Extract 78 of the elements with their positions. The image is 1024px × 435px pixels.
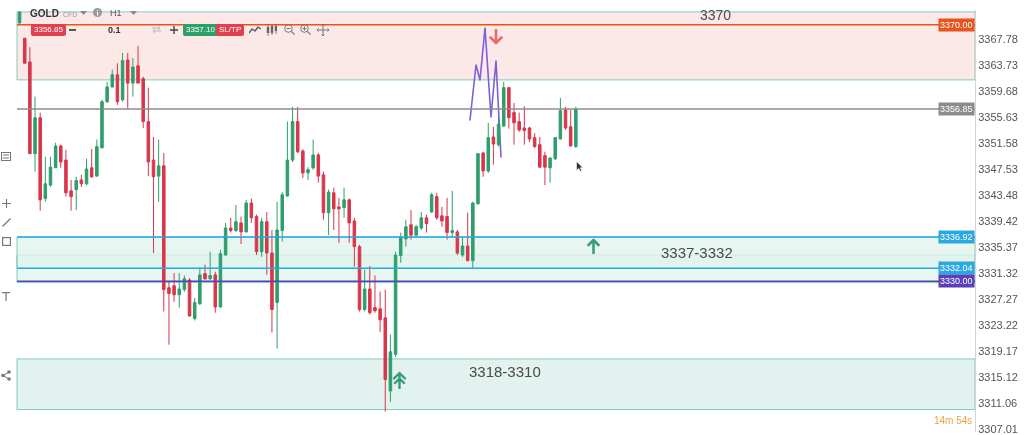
- candlestick: [316, 152, 321, 184]
- candlestick: [33, 96, 37, 173]
- candlestick: [409, 209, 413, 241]
- candlestick: [234, 204, 238, 233]
- annotation: SL/TP: [216, 24, 245, 36]
- candlestick: [208, 251, 212, 281]
- candlestick: [213, 271, 218, 314]
- candlestick: [89, 148, 94, 179]
- candlestick: [486, 122, 491, 174]
- y-tick-label: 3355.63: [978, 110, 1018, 123]
- candlestick: [342, 187, 346, 219]
- candlestick: [574, 106, 578, 149]
- y-tick-label: 3347.53: [978, 162, 1018, 175]
- candlestick: [501, 81, 506, 128]
- candlestick: [491, 126, 496, 166]
- candlestick: [450, 190, 454, 238]
- y-tick-label: 3323.22: [978, 318, 1018, 331]
- candlestick: [290, 106, 295, 163]
- candlestick: [455, 229, 460, 256]
- candlestick: [311, 139, 315, 171]
- candlestick: [84, 158, 89, 186]
- annotation: 0.1: [108, 25, 121, 35]
- candlestick: [249, 198, 254, 224]
- candlestick: [460, 236, 465, 258]
- candlestick: [48, 156, 53, 188]
- y-tick-label: 3307.01: [978, 422, 1018, 435]
- candlestick: [568, 109, 573, 148]
- candlestick: [424, 214, 429, 234]
- candlestick: [239, 216, 243, 245]
- ref-line-label: 3330.00: [940, 276, 973, 286]
- candlestick: [465, 212, 470, 262]
- ref-line-label: 3370.00: [940, 20, 973, 30]
- ref-line-label: 3356.85: [940, 104, 973, 114]
- y-tick-label: 3311.06: [978, 396, 1018, 409]
- annotation: 14m 54s: [931, 414, 976, 428]
- candlestick: [306, 166, 310, 181]
- candlestick: [79, 174, 84, 188]
- ref-line-label: 3332.04: [940, 263, 973, 273]
- candlestick: [38, 112, 42, 212]
- y-tick-label: 3343.48: [978, 188, 1018, 201]
- candlestick: [43, 156, 48, 203]
- candlestick: [131, 57, 135, 98]
- candlestick: [481, 151, 485, 178]
- y-tick-label: 3367.78: [978, 32, 1018, 45]
- y-tick-label: 3319.17: [978, 344, 1018, 357]
- candlestick: [115, 62, 120, 106]
- y-tick-label: 3327.27: [978, 292, 1018, 305]
- y-tick-label: 3331.32: [978, 266, 1018, 279]
- y-tick-label: 3363.73: [978, 58, 1018, 71]
- band-label: 3370: [700, 7, 732, 23]
- candlestick: [527, 126, 532, 143]
- candlestick: [53, 142, 58, 169]
- y-tick-label: 3351.58: [978, 136, 1018, 149]
- y-tick-label: 3359.68: [978, 84, 1018, 97]
- candlestick: [429, 192, 434, 214]
- candlestick: [203, 264, 207, 281]
- candlestick: [156, 139, 161, 203]
- candlestick: [223, 222, 228, 257]
- candlestick: [151, 136, 156, 254]
- y-tick-label: 3315.12: [978, 370, 1018, 383]
- candlestick: [125, 52, 130, 110]
- annotation: 3357.10: [183, 24, 218, 36]
- candlestick: [259, 217, 264, 258]
- annotation: 3356.85: [31, 24, 66, 36]
- candlestick: [362, 269, 367, 312]
- annotation: H1: [110, 8, 122, 18]
- candlestick: [120, 52, 125, 103]
- candlestick: [388, 334, 393, 403]
- band-label: 3337-3332: [661, 244, 733, 261]
- y-tick-label: 3339.42: [978, 214, 1018, 227]
- candlestick: [326, 189, 331, 236]
- band-label: 3318-3310: [469, 363, 541, 380]
- candlestick: [244, 199, 248, 234]
- candlestick: [74, 176, 78, 211]
- ref-line-label: 3336.92: [940, 232, 973, 242]
- chart-title: GOLD: [30, 7, 59, 19]
- candlestick: [228, 217, 233, 234]
- y-tick-label: 3335.37: [978, 240, 1018, 253]
